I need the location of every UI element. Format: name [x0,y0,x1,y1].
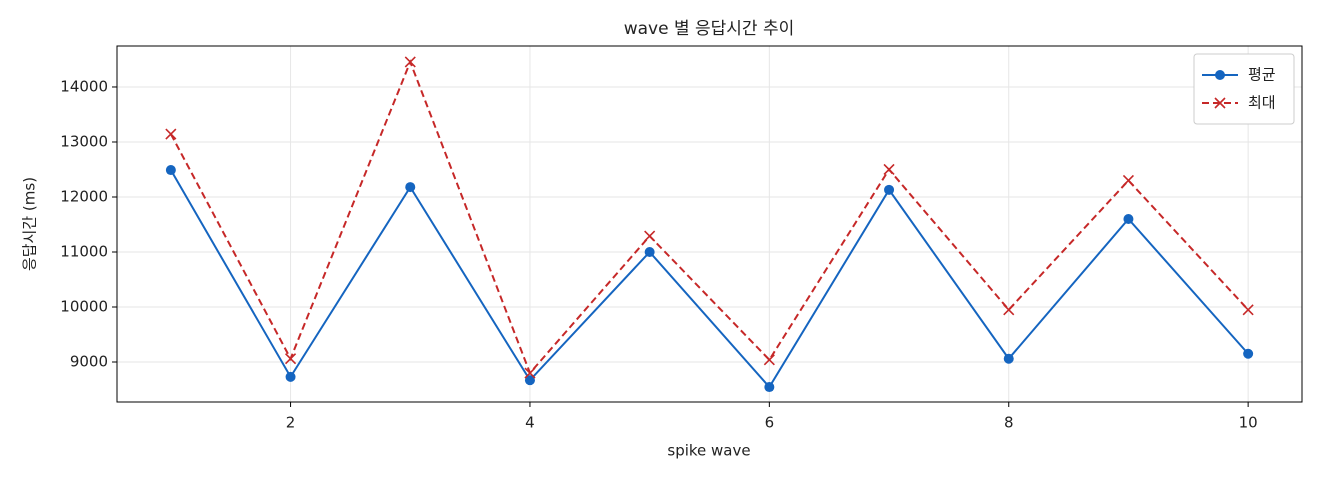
x-tick-label: 6 [765,414,775,432]
marker [165,128,177,140]
series-line [169,59,1249,375]
y-tick-label: 10000 [60,298,108,316]
marker [1242,304,1254,316]
legend-label: 평균 [1248,66,1276,84]
marker [284,353,297,365]
y-axis-label: 응답시간 (ms) [21,177,39,271]
y-tick-label: 9000 [70,353,108,371]
chart-title: wave 별 응답시간 추이 [624,19,795,39]
marker [884,184,895,195]
x-tick-label: 8 [1004,414,1014,432]
marker [285,371,296,382]
marker [165,165,176,176]
plot-frame [116,45,1303,403]
marker [524,375,535,386]
marker [1215,70,1225,80]
y-tick-label: 13000 [60,132,108,150]
marker [1123,213,1134,224]
x-tick-label: 2 [286,414,296,432]
legend-label: 최대 [1248,94,1276,112]
x-tick-label: 10 [1239,414,1258,432]
marker [1122,174,1135,187]
legend-box [1193,53,1295,125]
marker [1214,97,1226,109]
marker [644,230,656,242]
y-tick-label: 14000 [60,77,108,95]
marker [1243,348,1254,359]
x-tick-label: 4 [525,414,535,432]
y-tick-label: 11000 [60,242,108,260]
marker [644,246,655,257]
marker [883,163,895,176]
x-axis-label: spike wave [667,442,750,460]
marker [404,56,416,68]
marker [1003,304,1015,316]
y-tick-label: 12000 [60,187,108,205]
marker [763,354,775,366]
series-line [169,169,1249,389]
marker [405,182,416,193]
marker [1003,353,1014,364]
marker [764,382,775,393]
marker [524,367,536,379]
